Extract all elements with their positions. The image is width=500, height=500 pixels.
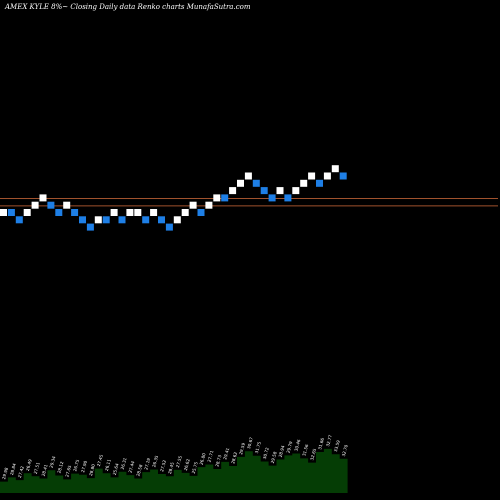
volume-label: 25.64	[112, 462, 120, 475]
volume-area	[0, 448, 348, 493]
renko-brick	[181, 209, 189, 216]
volume-label: 28.84	[9, 462, 17, 475]
renko-brick	[110, 209, 118, 216]
renko-brick	[221, 194, 229, 202]
renko-brick	[339, 172, 347, 180]
renko-brick	[15, 216, 23, 224]
volume-label: 31.75	[254, 441, 262, 454]
renko-brick	[323, 172, 331, 180]
volume-fill	[0, 448, 348, 493]
volume-label: 26.75	[72, 459, 80, 472]
renko-brick	[7, 209, 15, 216]
renko-brick	[244, 172, 252, 180]
renko-brick	[260, 187, 268, 195]
renko-brick	[79, 216, 86, 224]
renko-brick	[134, 209, 142, 216]
volume-label: 29.98	[1, 467, 9, 480]
volume-label: 28.12	[56, 461, 64, 474]
renko-brick	[39, 194, 47, 202]
volume-label: 32.77	[325, 434, 333, 447]
volume-label: 25.75	[191, 461, 199, 474]
volume-label: 27.42	[17, 465, 25, 478]
volume-label: 31.56	[301, 443, 309, 456]
renko-brick	[102, 216, 110, 224]
renko-brick	[31, 201, 39, 209]
volume-label: 30.72	[262, 447, 270, 460]
renko-brick	[173, 216, 181, 224]
renko-brick	[197, 209, 205, 216]
renko-brick	[252, 179, 260, 187]
volume-label: 29.58	[270, 451, 278, 464]
renko-brick	[165, 223, 173, 231]
renko-brick	[0, 209, 7, 216]
renko-brick	[331, 165, 339, 173]
volume-label: 29.41	[222, 447, 230, 460]
renko-brick	[158, 216, 165, 224]
renko-brick	[71, 209, 79, 216]
renko-brick	[284, 194, 292, 202]
volume-label: 27.45	[96, 454, 104, 467]
volume-label: 28.94	[278, 445, 286, 458]
renko-bricks	[0, 165, 347, 231]
volume-label: 30.46	[293, 439, 301, 452]
volume-label: 28.41	[41, 464, 49, 477]
renko-brick	[237, 179, 244, 187]
volume-label: 26.35	[151, 455, 159, 468]
renko-brick	[150, 209, 158, 216]
volume-label: 29.79	[286, 440, 294, 453]
renko-brick	[63, 201, 71, 209]
volume-label: 28.58	[135, 464, 143, 477]
volume-label: 27.55	[175, 455, 183, 468]
volume-label: 28.80	[88, 463, 96, 476]
volume-label: 28.45	[167, 461, 175, 474]
volume-label: 26.49	[25, 458, 33, 471]
volume-label: 26.80	[199, 452, 207, 465]
renko-brick	[292, 187, 300, 195]
volume-label: 26.11	[104, 458, 112, 471]
volume-label: 31.66	[317, 437, 325, 450]
volume-label: 27.51	[33, 461, 41, 474]
renko-brick	[300, 179, 308, 187]
volume-label: 28.73	[214, 454, 222, 467]
renko-brick	[316, 179, 323, 187]
renko-brick	[118, 216, 126, 224]
volume-label: 32.70	[341, 444, 349, 457]
volume-label: 27.19	[143, 457, 151, 470]
volume-label: 27.44	[128, 460, 136, 473]
renko-brick	[229, 187, 237, 195]
reference-lines	[0, 198, 498, 207]
renko-brick	[142, 216, 150, 224]
renko-brick	[268, 194, 276, 202]
renko-brick	[189, 201, 197, 209]
renko-brick	[276, 187, 284, 195]
volume-label: 27.90	[80, 460, 88, 473]
volume-label: 27.65	[64, 464, 72, 477]
volume-label: 29.34	[49, 455, 57, 468]
renko-brick	[86, 223, 94, 231]
renko-brick	[94, 216, 102, 224]
volume-label: 32.65	[309, 448, 317, 461]
renko-brick	[213, 194, 221, 202]
renko-brick	[308, 172, 316, 180]
volume-label: 29.59	[238, 442, 246, 455]
volume-label: 27.71	[207, 450, 215, 463]
volume-label: 26.31	[120, 457, 128, 470]
chart-title: AMEX KYLE 8%~ Closing Daily data Renko c…	[4, 3, 251, 11]
volume-label: 33.59	[333, 439, 341, 452]
volume-label: 26.62	[183, 458, 191, 471]
renko-brick	[23, 209, 31, 216]
renko-brick	[126, 209, 134, 216]
renko-brick	[47, 201, 55, 209]
volume-label: 27.52	[159, 459, 167, 472]
renko-brick	[55, 209, 63, 216]
volume-label: 30.67	[246, 436, 254, 449]
renko-brick	[205, 201, 213, 209]
volume-label: 28.62	[230, 451, 238, 464]
